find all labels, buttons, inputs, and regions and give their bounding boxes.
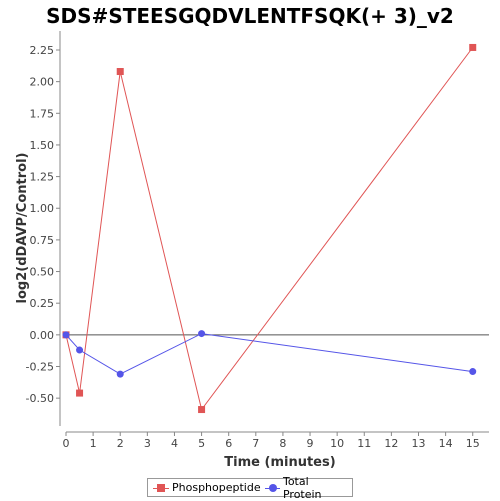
x-tick-label: 14	[439, 437, 453, 450]
x-tick-label: 0	[63, 437, 70, 450]
y-tick-label: 1.00	[30, 202, 55, 215]
x-tick-label: 1	[90, 437, 97, 450]
data-point-total-protein	[62, 331, 70, 339]
plot-area	[66, 31, 489, 426]
x-tick-label: 10	[330, 437, 344, 450]
x-tick-label: 6	[225, 437, 232, 450]
x-tick-label: 15	[466, 437, 480, 450]
legend-label-total-protein: Total Protein	[282, 474, 322, 501]
x-tick-label: 3	[144, 437, 151, 450]
x-tick-label: 5	[198, 437, 205, 450]
axis-layer: 0 1 2 3 4 5 6 7 8 9 10 11 12 13 14 15-0.50-0.250.000.25…	[26, 31, 489, 450]
legend-square-marker-icon	[153, 483, 169, 493]
series-layer	[62, 43, 477, 414]
y-tick-label: 2.25	[30, 44, 55, 57]
data-point-total-protein	[469, 368, 477, 376]
x-tick-label: 9	[307, 437, 314, 450]
data-point-total-protein	[198, 330, 206, 338]
y-tick-label: 1.75	[30, 107, 55, 120]
legend-item-total-protein: Total Protein	[264, 474, 348, 501]
x-tick-label: 12	[384, 437, 398, 450]
data-point-total-protein	[116, 370, 124, 378]
x-tick-label: 4	[171, 437, 178, 450]
data-point-total-protein	[76, 346, 84, 354]
x-tick-label: 13	[412, 437, 426, 450]
y-tick-label: 0.25	[30, 297, 55, 310]
y-tick-label: 1.25	[30, 171, 55, 184]
x-axis-title: Time (minutes)	[224, 455, 335, 470]
legend: Phosphopeptide Total Protein	[147, 475, 353, 501]
y-tick-label: 0.00	[30, 329, 55, 342]
y-tick-label: 1.50	[30, 139, 55, 152]
y-tick-label: 2.00	[30, 76, 55, 89]
legend-marker-phosphopeptide	[157, 483, 165, 492]
x-tick-label: 7	[252, 437, 259, 450]
y-axis-title: log2(dDAVP/Control)	[15, 153, 30, 304]
x-tick-label: 2	[117, 437, 124, 450]
data-point-phosphopeptide	[116, 68, 124, 76]
y-tick-label: -0.50	[26, 392, 54, 405]
chart-title: SDS#STEESGQDVLENTFSQK(+ 3)_v2	[46, 4, 454, 28]
y-tick-label: -0.25	[26, 360, 54, 373]
legend-label-phosphopeptide: Phosphopeptide	[172, 481, 261, 494]
data-point-phosphopeptide	[76, 389, 84, 397]
legend-marker-total-protein	[268, 483, 277, 492]
data-point-phosphopeptide	[198, 406, 206, 414]
legend-item-phosphopeptide: Phosphopeptide	[153, 481, 261, 494]
y-tick-label: 0.75	[30, 234, 55, 247]
data-point-phosphopeptide	[469, 43, 477, 51]
y-tick-label: 0.50	[30, 266, 55, 279]
x-tick-label: 8	[279, 437, 286, 450]
legend-circle-marker-icon	[264, 483, 280, 493]
x-tick-label: 11	[357, 437, 371, 450]
